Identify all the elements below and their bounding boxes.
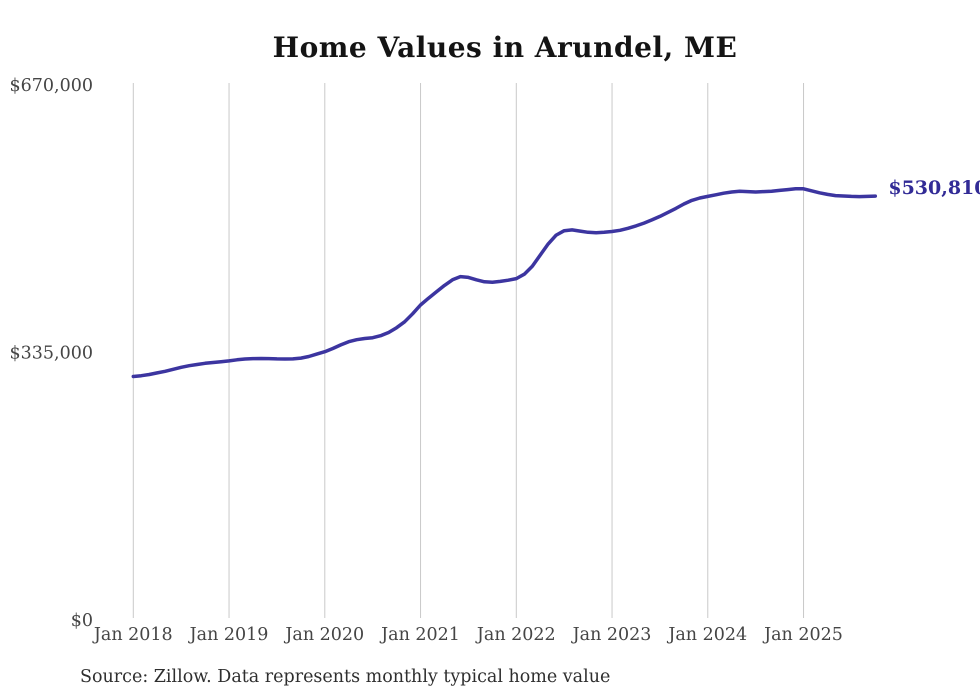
latest-value-label: $530,810 bbox=[888, 177, 980, 199]
x-tick-label: Jan 2025 bbox=[762, 625, 843, 645]
home-value-line bbox=[131, 187, 878, 379]
y-tick-label: $0 bbox=[71, 611, 93, 631]
x-tick-label: Jan 2023 bbox=[571, 625, 652, 645]
x-tick-label: Jan 2018 bbox=[92, 625, 173, 645]
x-tick-label: Jan 2024 bbox=[666, 625, 747, 645]
y-tick-label: $335,000 bbox=[9, 344, 93, 364]
x-tick-label: Jan 2022 bbox=[475, 625, 556, 645]
x-tick-label: Jan 2020 bbox=[283, 625, 364, 645]
chart-title: Home Values in Arundel, ME bbox=[272, 31, 738, 64]
x-tick-label: Jan 2021 bbox=[379, 625, 460, 645]
source-note: Source: Zillow. Data represents monthly … bbox=[80, 667, 611, 687]
y-tick-label: $670,000 bbox=[9, 76, 93, 96]
x-tick-label: Jan 2019 bbox=[188, 625, 269, 645]
